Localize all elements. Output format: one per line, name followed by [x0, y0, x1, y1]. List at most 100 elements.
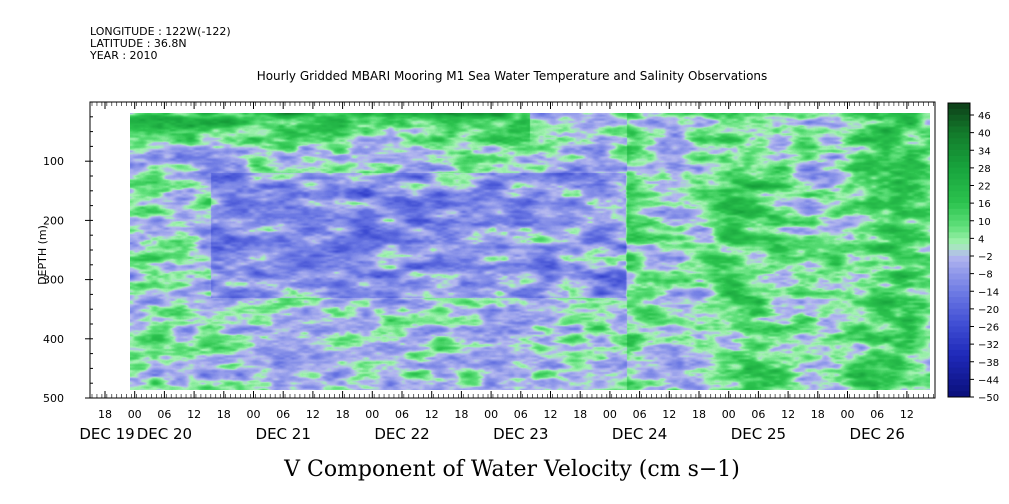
colorbar-label: −50: [978, 393, 999, 404]
colorbar-label: −32: [978, 340, 999, 351]
colorbar-band: [948, 214, 970, 221]
colorbar-band: [948, 279, 970, 286]
x-hour-label: 00: [365, 408, 379, 421]
colorbar-band: [948, 155, 970, 163]
colorbar-label: −38: [978, 358, 999, 369]
y-axis-label: DEPTH (m): [36, 225, 49, 285]
y-tick-label: 400: [43, 333, 64, 346]
colorbar: [947, 102, 971, 398]
colorbar-label: −44: [978, 375, 999, 386]
colorbar-band: [948, 132, 970, 139]
colorbar-band: [948, 355, 970, 363]
colorbar-band: [948, 361, 970, 368]
x-hour-label: 06: [276, 408, 290, 421]
x-hour-label: 18: [336, 408, 350, 421]
colorbar-band: [948, 120, 970, 127]
x-hour-label: 00: [128, 408, 142, 421]
colorbar-label: −20: [978, 305, 999, 316]
colorbar-label: −14: [978, 287, 999, 298]
colorbar-band: [948, 308, 970, 316]
colorbar-labels: 46 40 34 28 22 16 10 4 −2 −8 −14 −20 −26 −32 −38 −44 −50: [970, 111, 999, 404]
colorbar-label: 4: [978, 234, 984, 245]
colorbar-band: [948, 255, 970, 263]
x-hour-label: 00: [603, 408, 617, 421]
colorbar-frame: [947, 102, 971, 398]
y-tick-label: 100: [43, 155, 64, 168]
colorbar-band: [948, 197, 970, 204]
longitude-label: LONGITUDE : 122W(-122): [90, 25, 231, 38]
x-hour-label: 00: [247, 408, 261, 421]
x-day-label: DEC 26: [850, 425, 905, 443]
x-hour-label: 00: [722, 408, 736, 421]
colorbar-band: [948, 291, 970, 298]
colorbar-band: [948, 273, 970, 280]
colorbar-label: −26: [978, 323, 999, 334]
x-hour-label: 12: [187, 408, 201, 421]
x-day-label: DEC 21: [256, 425, 311, 443]
x-hour-label: 12: [662, 408, 676, 421]
colorbar-band: [948, 144, 970, 151]
colorbar-band: [948, 238, 970, 245]
colorbar-band: [948, 108, 970, 116]
x-day-label: DEC 23: [493, 425, 548, 443]
colorbar-band: [948, 138, 970, 145]
colorbar-label: −2: [978, 252, 993, 263]
colorbar-band: [948, 114, 970, 122]
colorbar-band: [948, 185, 970, 192]
x-hour-label: 18: [217, 408, 231, 421]
axis-ticks: [85, 101, 934, 399]
colorbar-band: [948, 320, 970, 327]
colorbar-band: [948, 285, 970, 292]
colorbar-band: [948, 344, 970, 351]
colorbar-band: [948, 244, 970, 251]
x-day-label: DEC 19: [79, 425, 134, 443]
colorbar-band: [948, 302, 970, 310]
colorbar-band: [948, 326, 970, 333]
year-label: YEAR : 2010: [89, 49, 158, 62]
x-hour-label: 00: [841, 408, 855, 421]
y-tick-label: 500: [43, 392, 64, 405]
x-hour-label: 06: [514, 408, 528, 421]
x-hour-label: 06: [395, 408, 409, 421]
colorbar-label: −8: [978, 270, 993, 281]
x-hour-label: 18: [98, 408, 112, 421]
colorbar-band: [948, 267, 970, 274]
x-hour-label: 00: [484, 408, 498, 421]
colorbar-band: [948, 338, 970, 345]
colorbar-band: [948, 226, 970, 233]
x-day-label: DEC 24: [612, 425, 667, 443]
colorbar-label: 22: [978, 182, 991, 193]
colorbar-band: [948, 208, 970, 216]
colorbar-label: 10: [978, 217, 991, 228]
x-hour-label: 12: [900, 408, 914, 421]
y-tick-label: 200: [43, 214, 64, 227]
colorbar-band: [948, 349, 970, 357]
colorbar-band: [948, 373, 970, 380]
plot-area: [85, 101, 936, 399]
x-day-label: DEC 20: [137, 425, 192, 443]
x-hour-label: 18: [811, 408, 825, 421]
latitude-label: LATITUDE : 36.8N: [90, 37, 187, 50]
chart-title: Hourly Gridded MBARI Mooring M1 Sea Wate…: [257, 69, 768, 83]
colorbar-band: [948, 367, 970, 374]
x-hour-label: 06: [633, 408, 647, 421]
colorbar-band: [948, 379, 970, 386]
y-tick-label: 300: [43, 274, 64, 287]
colorbar-band: [948, 391, 970, 398]
colorbar-band: [948, 385, 970, 392]
x-hour-label: 12: [425, 408, 439, 421]
colorbar-band: [948, 250, 970, 257]
x-hour-label: 12: [306, 408, 320, 421]
colorbar-label: 28: [978, 164, 991, 175]
x-hour-labels: 18 00 06 12 18 00 06 12 18 00 06 12 18 00 06 12 18 00 06 12…: [98, 408, 914, 421]
colorbar-band: [948, 220, 970, 227]
x-hour-label: 12: [544, 408, 558, 421]
colorbar-band: [948, 297, 970, 304]
heatmap-field: [130, 113, 930, 390]
colorbar-band: [948, 232, 970, 239]
x-hour-label: 18: [454, 408, 468, 421]
colorbar-band: [948, 161, 970, 169]
x-day-labels: DEC 19 DEC 20 DEC 21 DEC 22 DEC 23 DEC 24 DEC …: [79, 425, 905, 443]
x-hour-label: 06: [751, 408, 765, 421]
